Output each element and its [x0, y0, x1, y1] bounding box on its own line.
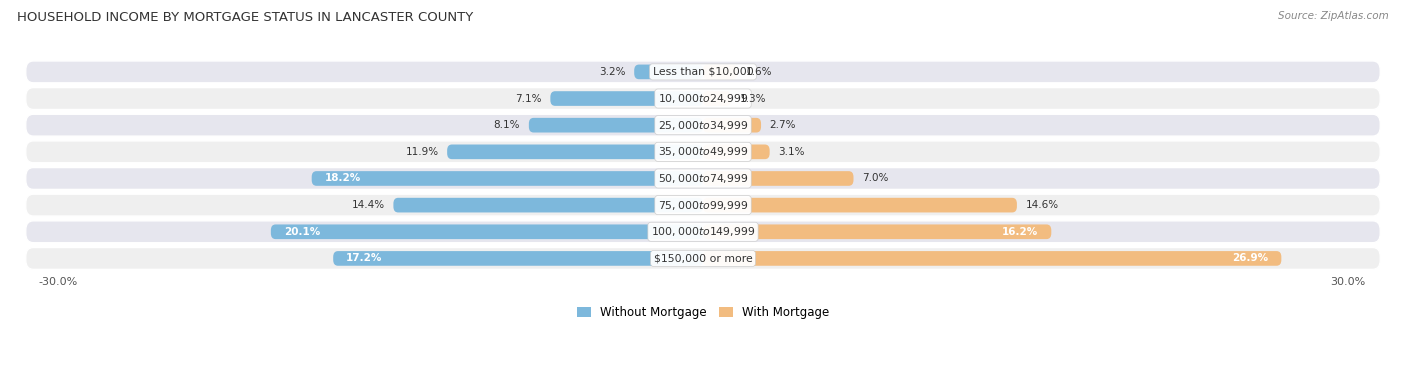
FancyBboxPatch shape — [312, 171, 703, 186]
Text: 2.7%: 2.7% — [769, 120, 796, 130]
Legend: Without Mortgage, With Mortgage: Without Mortgage, With Mortgage — [572, 301, 834, 324]
FancyBboxPatch shape — [703, 225, 1052, 239]
Text: 7.1%: 7.1% — [515, 93, 541, 104]
FancyBboxPatch shape — [703, 171, 853, 186]
Text: 8.1%: 8.1% — [494, 120, 520, 130]
Text: 30.0%: 30.0% — [1330, 277, 1365, 287]
FancyBboxPatch shape — [703, 144, 769, 159]
Text: 1.3%: 1.3% — [740, 93, 766, 104]
FancyBboxPatch shape — [703, 65, 737, 79]
Text: 3.2%: 3.2% — [599, 67, 626, 77]
FancyBboxPatch shape — [394, 198, 703, 212]
Text: 18.2%: 18.2% — [325, 174, 361, 183]
Text: 14.6%: 14.6% — [1025, 200, 1059, 210]
Text: Source: ZipAtlas.com: Source: ZipAtlas.com — [1278, 11, 1389, 21]
FancyBboxPatch shape — [25, 167, 1381, 189]
FancyBboxPatch shape — [25, 141, 1381, 163]
Text: $25,000 to $34,999: $25,000 to $34,999 — [658, 119, 748, 132]
FancyBboxPatch shape — [25, 248, 1381, 270]
Text: HOUSEHOLD INCOME BY MORTGAGE STATUS IN LANCASTER COUNTY: HOUSEHOLD INCOME BY MORTGAGE STATUS IN L… — [17, 11, 474, 24]
Text: 26.9%: 26.9% — [1232, 253, 1268, 263]
FancyBboxPatch shape — [703, 91, 731, 106]
FancyBboxPatch shape — [703, 118, 761, 133]
FancyBboxPatch shape — [703, 251, 1281, 266]
Text: Less than $10,000: Less than $10,000 — [652, 67, 754, 77]
Text: 16.2%: 16.2% — [1002, 227, 1039, 237]
FancyBboxPatch shape — [634, 65, 703, 79]
Text: 3.1%: 3.1% — [779, 147, 804, 157]
FancyBboxPatch shape — [333, 251, 703, 266]
FancyBboxPatch shape — [447, 144, 703, 159]
Text: 1.6%: 1.6% — [747, 67, 772, 77]
Text: $100,000 to $149,999: $100,000 to $149,999 — [651, 225, 755, 238]
FancyBboxPatch shape — [25, 114, 1381, 136]
Text: 7.0%: 7.0% — [862, 174, 889, 183]
Text: $35,000 to $49,999: $35,000 to $49,999 — [658, 145, 748, 158]
Text: $150,000 or more: $150,000 or more — [654, 253, 752, 263]
FancyBboxPatch shape — [529, 118, 703, 133]
Text: -30.0%: -30.0% — [38, 277, 77, 287]
Text: $50,000 to $74,999: $50,000 to $74,999 — [658, 172, 748, 185]
FancyBboxPatch shape — [271, 225, 703, 239]
Text: 11.9%: 11.9% — [405, 147, 439, 157]
Text: 14.4%: 14.4% — [352, 200, 385, 210]
Text: 20.1%: 20.1% — [284, 227, 321, 237]
FancyBboxPatch shape — [550, 91, 703, 106]
Text: $75,000 to $99,999: $75,000 to $99,999 — [658, 198, 748, 212]
FancyBboxPatch shape — [703, 198, 1017, 212]
FancyBboxPatch shape — [25, 61, 1381, 83]
Text: 17.2%: 17.2% — [346, 253, 382, 263]
FancyBboxPatch shape — [25, 88, 1381, 110]
FancyBboxPatch shape — [25, 194, 1381, 216]
FancyBboxPatch shape — [25, 221, 1381, 243]
Text: $10,000 to $24,999: $10,000 to $24,999 — [658, 92, 748, 105]
